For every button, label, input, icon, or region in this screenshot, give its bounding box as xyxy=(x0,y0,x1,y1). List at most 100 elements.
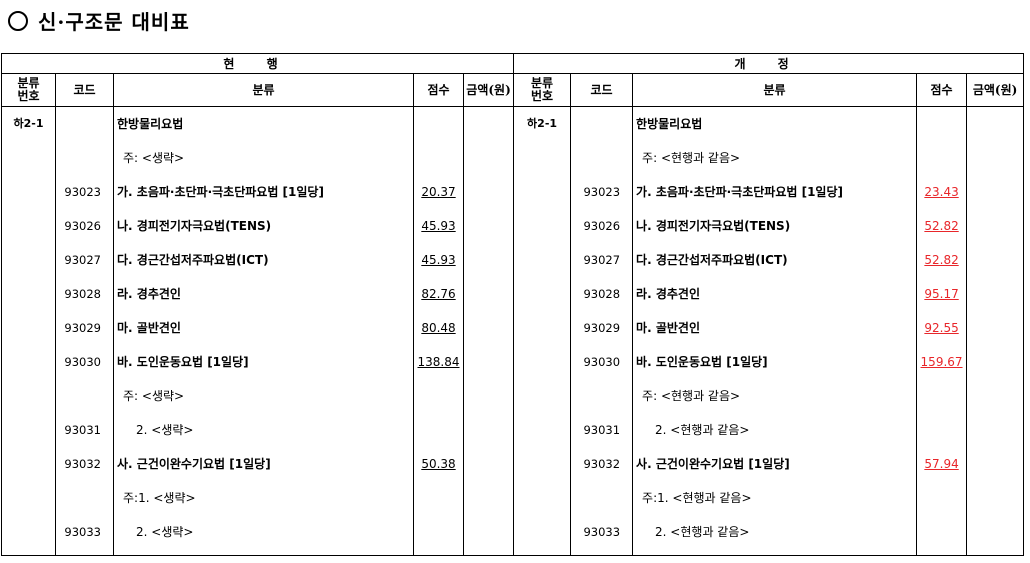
current-amount-cell xyxy=(464,141,513,175)
revised-code-cell xyxy=(571,141,632,175)
current-category-number-cell xyxy=(2,141,55,175)
revised-category-number-cell xyxy=(514,481,570,515)
revised-score-cell xyxy=(917,379,966,413)
revised-code-cell xyxy=(571,107,632,141)
score-value: 45.93 xyxy=(421,219,456,233)
revised-category-number-cell xyxy=(514,141,570,175)
revised-score-cell xyxy=(917,515,966,549)
current-amount-cell xyxy=(464,515,513,549)
revised-category-number-cell xyxy=(514,175,570,209)
current-score-cell: 45.93 xyxy=(414,243,463,277)
score-value: 52.82 xyxy=(924,219,959,233)
current-amount-cell xyxy=(464,345,513,379)
revised-classification-cell: 사. 근건이완수기요법 [1일당] xyxy=(636,457,790,471)
current-score-cell: 45.93 xyxy=(414,209,463,243)
current-code-cell xyxy=(56,141,113,175)
current-amount-cell xyxy=(464,209,513,243)
current-classification-cell: 나. 경피전기자극요법(TENS) xyxy=(117,219,272,233)
col-amount: 금액(원) xyxy=(462,73,515,107)
revised-category-number-cell xyxy=(514,243,570,277)
score-value: 80.48 xyxy=(421,321,456,335)
revised-classification-cell: 2. <현행과 같음> xyxy=(655,525,750,539)
current-amount-cell xyxy=(464,243,513,277)
current-code-cell: 93023 xyxy=(64,185,101,199)
current-category-number-cell xyxy=(2,277,55,311)
revised-category-number-cell: 하2-1 xyxy=(527,117,558,130)
revised-category-number-column: 하2-1 xyxy=(513,106,572,556)
score-value: 57.94 xyxy=(924,457,959,471)
current-score-cell xyxy=(414,141,463,175)
current-amount-cell xyxy=(464,447,513,481)
revised-amount-cell xyxy=(967,243,1023,277)
revised-code-cell: 93028 xyxy=(583,287,621,301)
col-score: 점수 xyxy=(413,73,464,107)
current-code-cell: 93027 xyxy=(64,253,101,267)
revised-score-cell xyxy=(917,107,966,141)
revised-score-cell: 95.17 xyxy=(917,277,966,311)
col-score: 점수 xyxy=(916,73,968,107)
current-classification-cell: 다. 경근간섭저주파요법(ICT) xyxy=(117,253,269,267)
current-category-number-cell xyxy=(2,311,55,345)
score-value: 45.93 xyxy=(421,253,456,267)
revised-classification-cell: 바. 도인운동요법 [1일당] xyxy=(636,355,768,369)
revised-classification-cell: 주: <현행과 같음> xyxy=(642,151,741,165)
revised-amount-cell xyxy=(967,277,1023,311)
revised-amount-cell xyxy=(967,209,1023,243)
revised-classification-cell: 라. 경추견인 xyxy=(636,287,700,301)
current-amount-cell xyxy=(464,277,513,311)
revised-amount-cell xyxy=(967,515,1023,549)
revised-score-cell xyxy=(917,413,966,447)
comparison-table: 현 행 개 정 분류번호 코드 분류 점수 금액(원) 분류번호 코드 분류 점… xyxy=(0,53,1025,556)
revised-code-cell: 93029 xyxy=(583,321,621,335)
revised-score-cell: 92.55 xyxy=(917,311,966,345)
revised-classification-cell: 마. 골반견인 xyxy=(636,321,700,335)
score-value: 52.82 xyxy=(924,253,959,267)
revised-code-cell: 93026 xyxy=(583,219,621,233)
current-amount-column xyxy=(462,106,515,556)
revised-classification-cell: 주:1. <현행과 같음> xyxy=(642,491,752,505)
revised-score-cell xyxy=(917,141,966,175)
revised-category-number-cell xyxy=(514,413,570,447)
current-category-number-cell xyxy=(2,481,55,515)
current-classification-cell: 사. 근건이완수기요법 [1일당] xyxy=(117,457,271,471)
score-value: 95.17 xyxy=(924,287,959,301)
current-category-number-cell xyxy=(2,175,55,209)
revised-category-number-cell xyxy=(514,209,570,243)
revised-amount-cell xyxy=(967,311,1023,345)
revised-header: 개 정 xyxy=(513,53,1025,74)
current-classification-cell: 주:1. <생략> xyxy=(123,491,196,505)
current-classification-cell: 주: <생략> xyxy=(123,151,185,165)
score-value: 23.43 xyxy=(924,185,959,199)
circle-bullet-icon xyxy=(8,11,28,31)
current-score-cell: 80.48 xyxy=(414,311,463,345)
current-category-number-cell xyxy=(2,345,55,379)
revised-score-cell: 57.94 xyxy=(917,447,966,481)
col-classification: 분류 xyxy=(113,73,414,107)
revised-code-cell xyxy=(571,379,632,413)
revised-category-number-cell xyxy=(514,515,570,549)
current-code-column: 93023 93026 93027 93028 93029 93030 93031 93032… xyxy=(55,106,114,556)
current-amount-cell xyxy=(464,311,513,345)
current-score-column: 20.37 45.93 45.93 82.76 80.48 138.84 50.38 xyxy=(413,106,464,556)
col-classification: 분류 xyxy=(632,73,918,107)
current-code-cell: 93029 xyxy=(64,321,101,335)
revised-classification-cell: 2. <현행과 같음> xyxy=(655,423,750,437)
current-amount-cell xyxy=(464,379,513,413)
current-amount-cell xyxy=(464,413,513,447)
current-header: 현 행 xyxy=(0,53,515,74)
current-score-cell: 20.37 xyxy=(414,175,463,209)
revised-code-cell: 93030 xyxy=(583,355,621,369)
revised-amount-cell xyxy=(967,107,1023,141)
current-code-cell xyxy=(56,481,113,515)
revised-amount-cell xyxy=(967,481,1023,515)
revised-score-column: 23.43 52.82 52.82 95.17 92.55 159.67 57.94 xyxy=(916,106,968,556)
current-category-number-cell xyxy=(2,447,55,481)
revised-code-column: 93023 93026 93027 93028 93029 93030 93031 93032… xyxy=(570,106,634,556)
revised-amount-column xyxy=(966,106,1025,556)
revised-code-cell: 93032 xyxy=(583,457,621,471)
current-score-cell: 138.84 xyxy=(414,345,463,379)
current-code-cell: 93031 xyxy=(64,423,101,437)
revised-classification-cell: 가. 초음파·초단파·극초단파요법 [1일당] xyxy=(636,185,843,199)
score-value: 138.84 xyxy=(417,355,460,369)
current-category-number-cell: 하2-1 xyxy=(13,117,44,130)
